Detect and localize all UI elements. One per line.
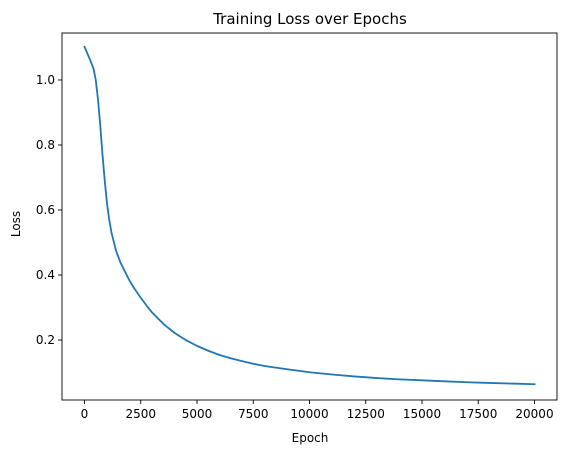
y-tick-label: 0.2 [36, 333, 55, 347]
x-tick-label: 17500 [459, 407, 497, 421]
x-tick-label: 15000 [403, 407, 441, 421]
x-axis-ticks: 0 2500 5000 7500 10000 12500 15000 17500 20000 [81, 400, 554, 421]
y-axis-ticks: 0.2 0.4 0.6 0.8 1.0 [36, 73, 62, 347]
x-tick-label: 7500 [238, 407, 269, 421]
x-tick-label: 2500 [125, 407, 156, 421]
x-tick-label: 0 [81, 407, 89, 421]
x-tick-label: 10000 [290, 407, 328, 421]
x-tick-label: 20000 [515, 407, 553, 421]
y-tick-label: 0.4 [36, 268, 55, 282]
y-tick-label: 0.8 [36, 138, 55, 152]
y-tick-label: 0.6 [36, 203, 55, 217]
y-tick-label: 1.0 [36, 73, 55, 87]
x-tick-label: 12500 [347, 407, 385, 421]
y-axis-label: Loss [9, 211, 23, 237]
chart-title: Training Loss over Epochs [212, 10, 407, 28]
loss-line-series-0 [83, 45, 536, 386]
x-tick-label: 5000 [182, 407, 213, 421]
x-axis-label: Epoch [292, 431, 329, 445]
